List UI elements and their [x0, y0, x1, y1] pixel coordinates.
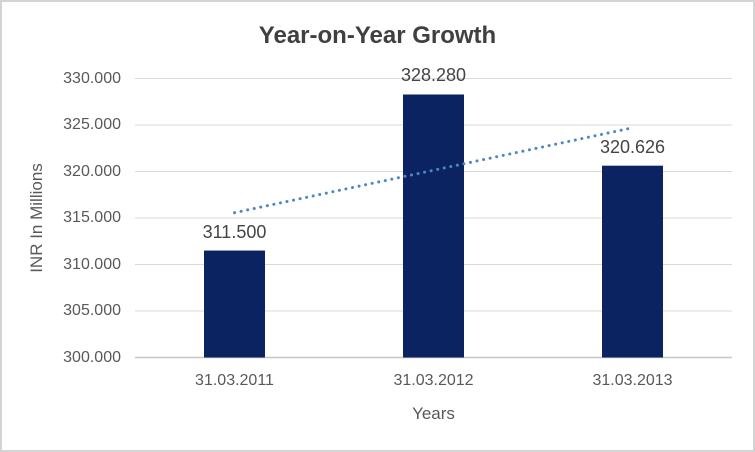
x-tick-label: 31.03.2011 — [195, 372, 274, 389]
y-tick-label: 300.000 — [63, 348, 121, 366]
y-tick-label: 305.000 — [63, 302, 121, 319]
y-tick-label: 325.000 — [63, 116, 121, 133]
data-label: 311.500 — [202, 221, 267, 242]
y-tick-label: 315.000 — [63, 209, 121, 226]
data-label: 328.280 — [400, 65, 467, 86]
data-label: 320.626 — [599, 136, 666, 157]
chart-title: Year-on-Year Growth — [258, 22, 497, 49]
y-axis-title: INR In Millions — [27, 163, 46, 273]
y-tick-label: 330.000 — [63, 69, 121, 87]
x-tick-label: 31.03.2012 — [393, 372, 474, 389]
bar — [204, 250, 265, 358]
bar — [602, 165, 663, 358]
y-tick-label: 320.000 — [63, 162, 121, 180]
y-tick-label: 310.000 — [63, 255, 121, 273]
trendline — [233, 126, 634, 215]
x-tick-label: 31.03.2013 — [592, 372, 673, 389]
bar — [403, 94, 464, 358]
x-axis-title: Years — [412, 404, 455, 423]
